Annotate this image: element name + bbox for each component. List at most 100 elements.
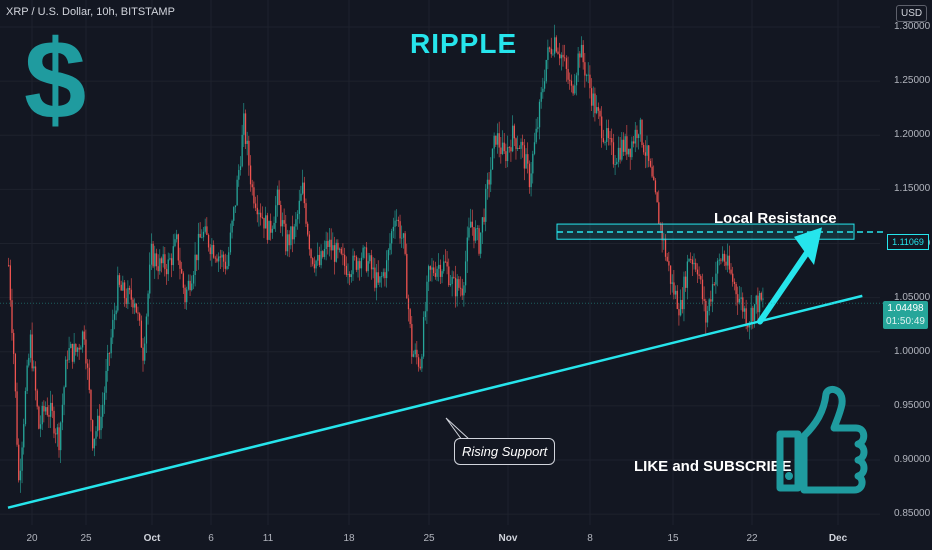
- candle-body: [745, 308, 747, 325]
- candle-body: [545, 59, 547, 82]
- candle-body: [654, 180, 657, 193]
- symbol-header[interactable]: XRP / U.S. Dollar, 10h, BITSTAMP: [6, 6, 175, 18]
- candle-body: [533, 142, 536, 154]
- candle-body: [401, 237, 403, 239]
- time-tick-label: 15: [667, 533, 679, 544]
- candle-body: [28, 357, 30, 366]
- candle-body: [352, 255, 354, 275]
- price-tick-label: 0.90000: [894, 454, 931, 466]
- candle-body: [278, 189, 280, 205]
- candle-body: [207, 234, 210, 248]
- candle-body: [199, 233, 201, 238]
- candle-body: [14, 353, 17, 392]
- candle-body: [206, 226, 208, 235]
- candle-body: [360, 257, 363, 269]
- candle-body: [349, 273, 351, 278]
- candle-body: [271, 228, 274, 233]
- candle-body: [60, 422, 62, 451]
- candle-body: [325, 241, 327, 249]
- candle-body: [555, 37, 557, 52]
- candle-body: [651, 166, 653, 177]
- candle-body: [632, 141, 635, 144]
- candle-body: [81, 331, 84, 348]
- candle-body: [48, 414, 50, 417]
- candle-body: [320, 251, 322, 266]
- candle-body: [750, 307, 752, 323]
- candle-body: [189, 280, 191, 291]
- candle-body: [404, 233, 406, 254]
- candle-body: [218, 256, 220, 262]
- candle-body: [177, 234, 179, 261]
- price-tick-label: 1.25000: [894, 75, 931, 87]
- candle-body: [407, 298, 410, 310]
- candle-body: [266, 215, 269, 240]
- candle-body: [322, 251, 324, 257]
- candle-body: [419, 366, 421, 369]
- candle-body: [589, 74, 591, 89]
- candle-body: [283, 220, 285, 224]
- candle-body: [112, 319, 114, 338]
- candle-body: [715, 273, 717, 285]
- candle-body: [438, 264, 440, 269]
- candle-body: [344, 254, 346, 266]
- candle-body: [209, 247, 211, 255]
- candle-body: [636, 129, 638, 139]
- candle-body: [359, 261, 361, 269]
- candle-body: [643, 144, 645, 153]
- candle-body: [340, 248, 342, 254]
- currency-button[interactable]: USD: [896, 5, 928, 22]
- candle-body: [26, 365, 28, 392]
- candle-body: [436, 268, 438, 277]
- candle-body: [120, 284, 122, 291]
- candle-body: [76, 347, 79, 352]
- candle-body: [569, 79, 571, 81]
- candle-body: [97, 415, 99, 432]
- candle-body: [68, 347, 70, 361]
- candle-body: [456, 279, 458, 297]
- candle-body: [700, 275, 702, 280]
- candle-body: [429, 266, 431, 270]
- candle-body: [73, 343, 75, 362]
- price-tick-label: 1.20000: [894, 129, 931, 141]
- candle-body: [602, 138, 605, 143]
- candle-body: [364, 247, 366, 249]
- candle-body: [495, 135, 497, 145]
- candle-body: [286, 234, 289, 252]
- candle-body: [51, 402, 53, 411]
- candle-body: [639, 119, 641, 135]
- callout-tail: [445, 417, 472, 441]
- candle-body: [8, 265, 10, 267]
- candle-body: [170, 258, 173, 266]
- candle-body: [181, 268, 183, 274]
- candle-body: [263, 217, 265, 229]
- candle-body: [664, 238, 667, 257]
- candle-body: [249, 165, 252, 185]
- candle-body: [350, 274, 353, 278]
- candle-body: [743, 308, 746, 312]
- candle-body: [424, 311, 426, 318]
- candle-body: [501, 142, 504, 154]
- candle-body: [564, 57, 566, 59]
- candle-body: [762, 298, 764, 300]
- candle-body: [238, 170, 240, 180]
- candle-body: [458, 279, 460, 288]
- candle-body: [46, 407, 48, 415]
- candle-body: [753, 304, 756, 321]
- candle-body: [357, 261, 359, 270]
- candle-body: [666, 256, 668, 262]
- candle-body: [475, 228, 477, 241]
- candle-body: [293, 226, 295, 240]
- candle-body: [449, 283, 452, 286]
- candle-body: [680, 299, 682, 316]
- candle-body: [451, 276, 453, 284]
- candle-body: [102, 404, 104, 417]
- candle-body: [716, 260, 719, 274]
- candle-body: [686, 261, 689, 288]
- candle-body: [83, 331, 85, 340]
- candle-body: [727, 255, 729, 266]
- candle-body: [510, 147, 512, 152]
- candle-body: [312, 258, 314, 265]
- candle-body: [433, 267, 435, 274]
- candle-body: [421, 356, 423, 369]
